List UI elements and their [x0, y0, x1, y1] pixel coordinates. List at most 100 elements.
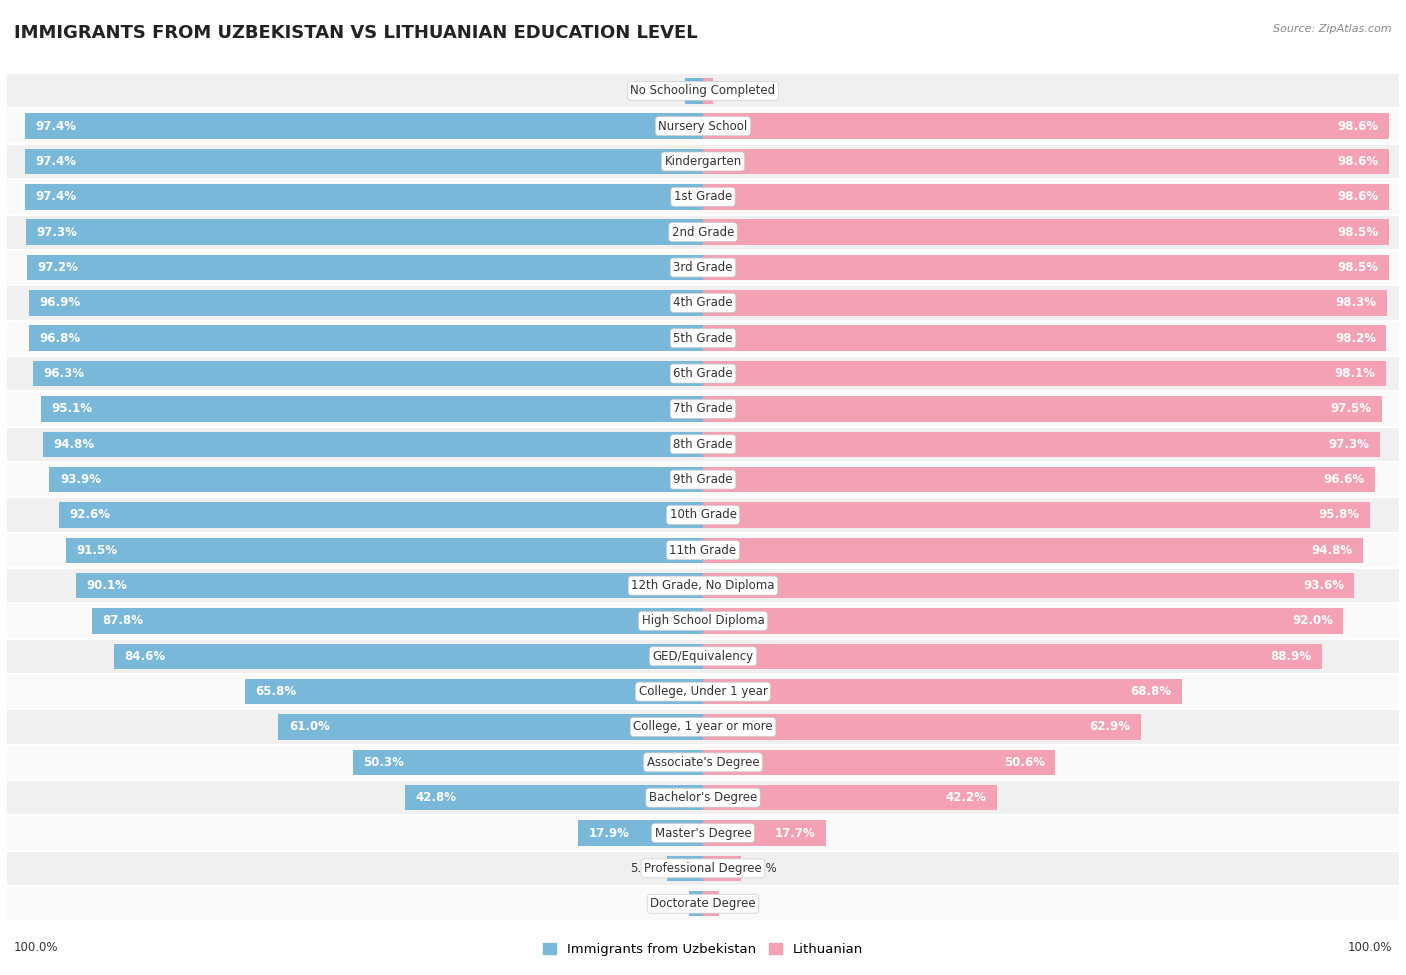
Text: 97.4%: 97.4% — [35, 120, 76, 133]
Text: 91.5%: 91.5% — [77, 544, 118, 557]
Bar — [25, 149, 703, 175]
Bar — [703, 113, 1389, 138]
Bar — [7, 356, 1399, 391]
Bar — [7, 815, 1399, 850]
Bar — [703, 361, 1386, 386]
Bar — [25, 219, 703, 245]
Text: 5th Grade: 5th Grade — [673, 332, 733, 345]
Bar — [7, 108, 1399, 143]
Text: 2nd Grade: 2nd Grade — [672, 225, 734, 239]
Bar — [7, 427, 1399, 462]
Bar — [245, 679, 703, 704]
Bar — [7, 321, 1399, 356]
Text: 2.6%: 2.6% — [648, 84, 678, 98]
Text: 100.0%: 100.0% — [1347, 941, 1392, 954]
Text: 98.2%: 98.2% — [1336, 332, 1376, 345]
Bar — [7, 674, 1399, 709]
Text: Professional Degree: Professional Degree — [644, 862, 762, 875]
Bar — [703, 78, 713, 103]
Text: 12th Grade, No Diploma: 12th Grade, No Diploma — [631, 579, 775, 592]
Text: 97.4%: 97.4% — [35, 155, 76, 168]
Text: 95.8%: 95.8% — [1319, 508, 1360, 522]
Text: 87.8%: 87.8% — [103, 614, 143, 628]
Text: 42.2%: 42.2% — [945, 791, 986, 804]
Bar — [703, 396, 1382, 421]
Text: 1st Grade: 1st Grade — [673, 190, 733, 204]
Bar — [32, 361, 703, 386]
Bar — [25, 184, 703, 210]
Text: 92.6%: 92.6% — [69, 508, 110, 522]
Text: 96.9%: 96.9% — [39, 296, 80, 309]
Text: 98.6%: 98.6% — [1337, 190, 1379, 204]
Bar — [703, 785, 997, 810]
Text: 90.1%: 90.1% — [86, 579, 128, 592]
Bar — [7, 886, 1399, 921]
Bar — [41, 396, 703, 421]
Bar — [7, 567, 1399, 604]
Text: 50.6%: 50.6% — [1004, 756, 1045, 769]
Text: 10th Grade: 10th Grade — [669, 508, 737, 522]
Bar — [703, 219, 1389, 245]
Bar — [278, 715, 703, 740]
Text: 65.8%: 65.8% — [256, 685, 297, 698]
Text: 96.6%: 96.6% — [1323, 473, 1365, 487]
Text: 84.6%: 84.6% — [125, 649, 166, 663]
Text: 97.3%: 97.3% — [37, 225, 77, 239]
Bar — [7, 497, 1399, 532]
Text: 96.3%: 96.3% — [44, 367, 84, 380]
Bar — [703, 502, 1369, 527]
Text: 97.3%: 97.3% — [1329, 438, 1369, 450]
Bar — [66, 537, 703, 563]
Text: 98.6%: 98.6% — [1337, 155, 1379, 168]
Bar — [30, 326, 703, 351]
Text: 96.8%: 96.8% — [39, 332, 82, 345]
Bar — [689, 891, 703, 916]
Text: No Schooling Completed: No Schooling Completed — [630, 84, 776, 98]
Bar — [703, 149, 1389, 175]
Bar — [703, 537, 1362, 563]
Text: 94.8%: 94.8% — [1312, 544, 1353, 557]
Bar — [7, 850, 1399, 886]
Bar — [703, 715, 1140, 740]
Text: Master's Degree: Master's Degree — [655, 827, 751, 839]
Bar — [703, 891, 718, 916]
Text: 5.4%: 5.4% — [748, 862, 778, 875]
Bar — [7, 532, 1399, 567]
Bar — [353, 750, 703, 775]
Bar — [703, 432, 1381, 457]
Bar — [703, 184, 1389, 210]
Bar — [7, 639, 1399, 674]
Legend: Immigrants from Uzbekistan, Lithuanian: Immigrants from Uzbekistan, Lithuanian — [537, 938, 869, 961]
Text: 97.5%: 97.5% — [1330, 403, 1371, 415]
Text: 92.0%: 92.0% — [1292, 614, 1333, 628]
Bar — [27, 254, 703, 280]
Bar — [7, 391, 1399, 427]
Text: 61.0%: 61.0% — [288, 721, 330, 733]
Text: 11th Grade: 11th Grade — [669, 544, 737, 557]
Text: Doctorate Degree: Doctorate Degree — [650, 897, 756, 911]
Bar — [703, 573, 1354, 599]
Bar — [703, 467, 1375, 492]
Text: College, 1 year or more: College, 1 year or more — [633, 721, 773, 733]
Text: 9th Grade: 9th Grade — [673, 473, 733, 487]
Text: 8th Grade: 8th Grade — [673, 438, 733, 450]
Text: Nursery School: Nursery School — [658, 120, 748, 133]
Text: 98.6%: 98.6% — [1337, 120, 1379, 133]
Text: 2.3%: 2.3% — [725, 897, 755, 911]
Bar — [578, 820, 703, 845]
Text: 97.2%: 97.2% — [37, 261, 77, 274]
Text: 50.3%: 50.3% — [363, 756, 405, 769]
Bar — [703, 254, 1389, 280]
Bar — [7, 179, 1399, 214]
Bar — [666, 856, 703, 881]
Text: 93.9%: 93.9% — [60, 473, 101, 487]
Text: 3rd Grade: 3rd Grade — [673, 261, 733, 274]
Text: 95.1%: 95.1% — [52, 403, 93, 415]
Text: 88.9%: 88.9% — [1270, 649, 1312, 663]
Bar — [405, 785, 703, 810]
Bar — [7, 143, 1399, 179]
Text: 98.5%: 98.5% — [1337, 261, 1378, 274]
Bar — [703, 291, 1388, 316]
Text: 97.4%: 97.4% — [35, 190, 76, 204]
Bar — [59, 502, 703, 527]
